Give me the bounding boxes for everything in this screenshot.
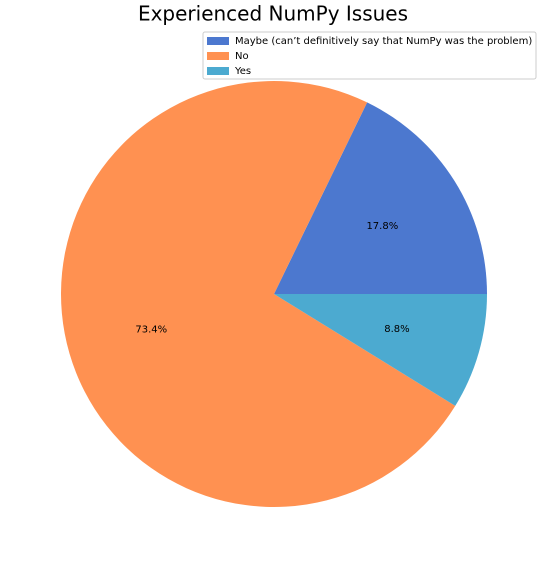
legend-swatch [207, 52, 229, 60]
pie-slice [274, 294, 487, 406]
legend-label: Yes [234, 66, 251, 77]
legend: Maybe (can’t definitively say that NumPy… [202, 31, 537, 80]
legend-box [202, 31, 537, 80]
slice-label: 17.8% [366, 221, 398, 232]
slice-label: 73.4% [135, 325, 167, 336]
legend-swatch [207, 67, 229, 75]
slice-label: 8.8% [384, 324, 409, 335]
legend-label: No [235, 51, 249, 62]
legend-label: Maybe (can’t definitively say that NumPy… [235, 36, 532, 47]
pie-slice [274, 102, 487, 294]
pie-slice [61, 80, 456, 507]
chart-title: Experienced NumPy Issues [138, 2, 408, 26]
legend-swatch [207, 37, 229, 45]
